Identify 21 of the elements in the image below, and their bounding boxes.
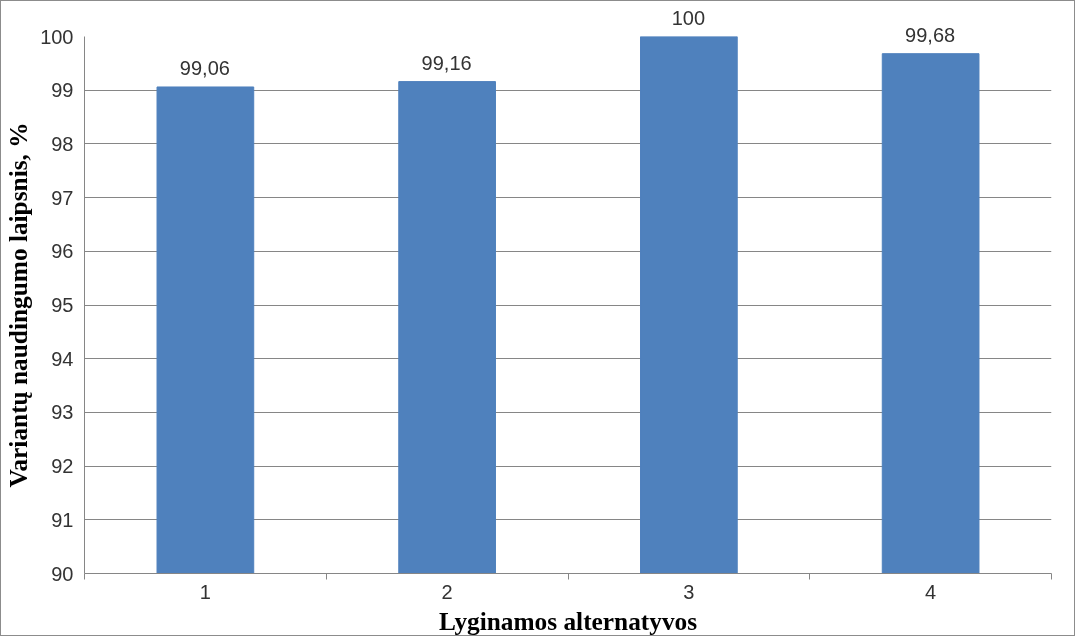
- data-label: 99,06: [179, 57, 230, 81]
- y-tick-label: 97: [51, 186, 74, 209]
- y-tick-label: 92: [51, 455, 74, 478]
- data-label: 99,16: [421, 52, 472, 76]
- x-tick-label: 4: [925, 580, 937, 603]
- y-tick-label: 98: [51, 132, 74, 155]
- x-axis-title: Lyginamos alternatyvos: [438, 606, 698, 635]
- y-tick-label: 93: [51, 401, 74, 424]
- y-tick-label: 95: [51, 294, 74, 316]
- y-tick-label: 100: [40, 25, 74, 48]
- y-tick-label: 94: [51, 347, 74, 370]
- y-tick-label: 91: [51, 508, 74, 531]
- x-tick-label: 2: [441, 580, 453, 603]
- y-axis-title: Variantų naudingumo laipsnis, %: [4, 122, 33, 488]
- y-tick-label: 90: [51, 562, 74, 585]
- data-label: 100: [671, 7, 706, 30]
- x-tick-label: 3: [683, 580, 695, 603]
- y-tick-label: 96: [51, 240, 74, 263]
- x-tick-label: 1: [199, 580, 211, 603]
- data-label: 99,68: [905, 24, 956, 48]
- y-tick-label: 99: [51, 79, 74, 102]
